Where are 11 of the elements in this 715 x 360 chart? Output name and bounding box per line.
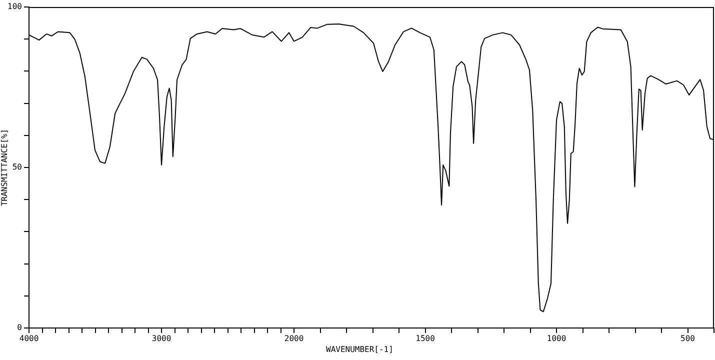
x-tick-label: 2000 <box>284 334 304 343</box>
y-tick-label: 100 <box>8 2 22 12</box>
x-tick-label: 3000 <box>152 334 172 343</box>
x-tick-label: 1000 <box>546 334 566 343</box>
y-tick-label: 50 <box>12 162 22 172</box>
x-tick-label: 500 <box>680 334 696 343</box>
x-tick-label: 4000 <box>19 334 39 343</box>
y-axis-title: TRANSMITTANCE[%] <box>0 128 9 206</box>
y-tick-label: 0 <box>17 323 22 332</box>
x-axis-title: WAVENUMBER[-1] <box>326 345 394 354</box>
x-tick-label: 1500 <box>416 334 436 343</box>
